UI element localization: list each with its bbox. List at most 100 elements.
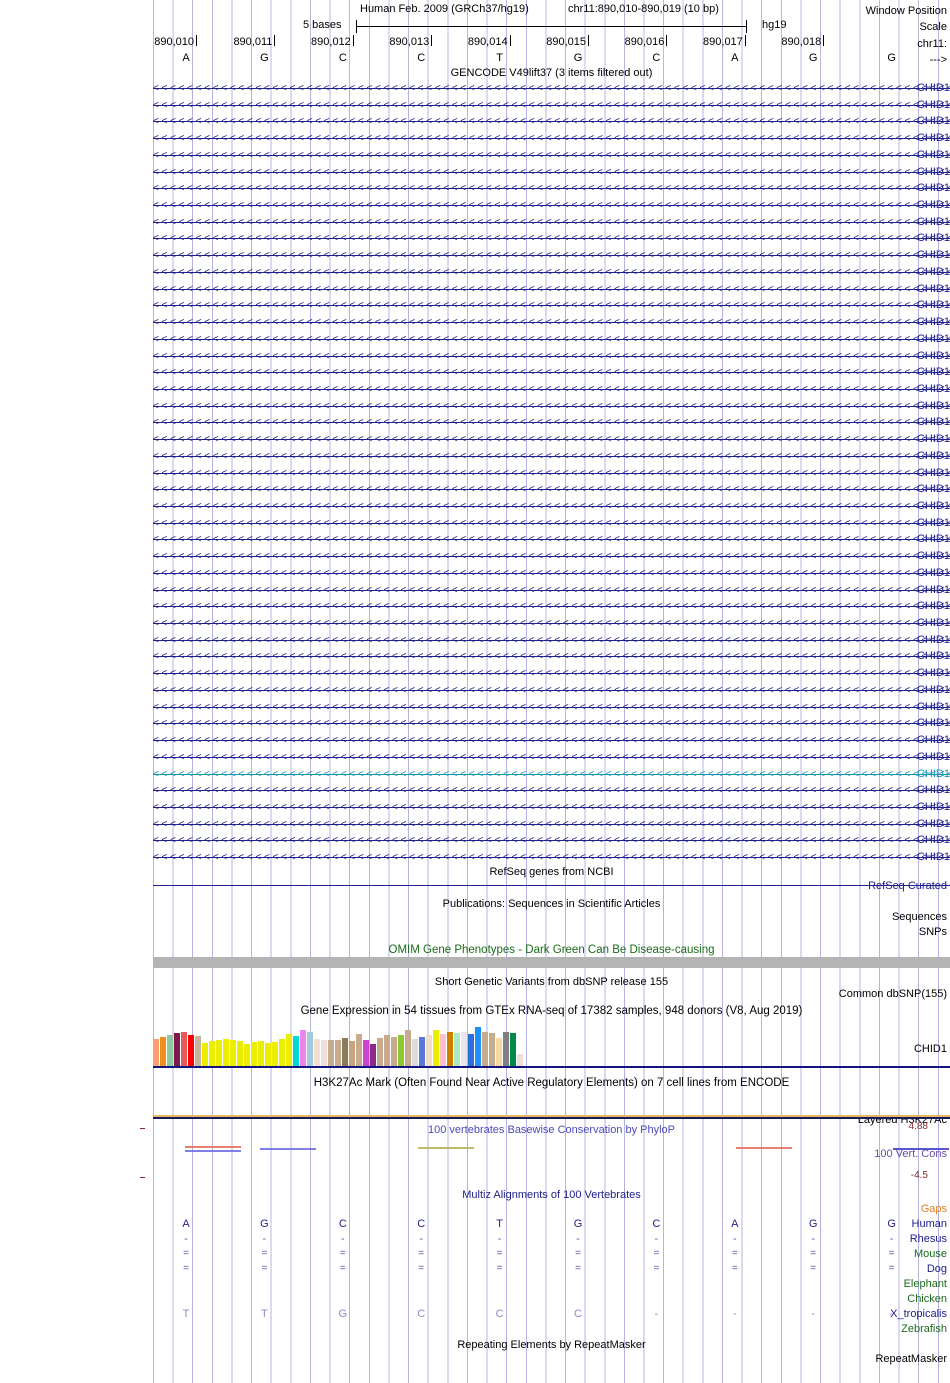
gtex-tissue-bar[interactable] [349, 1041, 355, 1068]
gtex-tissue-bar[interactable] [405, 1030, 411, 1068]
gtex-tissue-bar[interactable] [160, 1037, 166, 1068]
gtex-tissue-bar[interactable] [398, 1035, 404, 1068]
gtex-expression-chart[interactable] [153, 1020, 950, 1068]
gencode-transcript-row[interactable]: <<<<<<<<<<<<<<<<<<<<<<<<<<<<<<<<<<<<<<<<… [153, 667, 950, 680]
gtex-tissue-bar[interactable] [454, 1033, 460, 1068]
gencode-transcript-row[interactable]: <<<<<<<<<<<<<<<<<<<<<<<<<<<<<<<<<<<<<<<<… [153, 283, 950, 296]
gtex-tissue-bar[interactable] [377, 1038, 383, 1068]
gtex-tissue-bar[interactable] [496, 1038, 502, 1068]
gencode-transcript-row[interactable]: <<<<<<<<<<<<<<<<<<<<<<<<<<<<<<<<<<<<<<<<… [153, 650, 950, 663]
gtex-tissue-bar[interactable] [482, 1032, 488, 1068]
conservation-plot[interactable] [153, 1130, 950, 1182]
gtex-tissue-bar[interactable] [503, 1032, 509, 1068]
gtex-tissue-bar[interactable] [230, 1040, 236, 1068]
gtex-tissue-bar[interactable] [447, 1032, 453, 1068]
gtex-tissue-bar[interactable] [153, 1039, 159, 1068]
gtex-tissue-bar[interactable] [237, 1041, 243, 1068]
gtex-tissue-bar[interactable] [370, 1044, 376, 1068]
gencode-transcript-row[interactable]: <<<<<<<<<<<<<<<<<<<<<<<<<<<<<<<<<<<<<<<<… [153, 751, 950, 764]
gtex-tissue-bar[interactable] [335, 1040, 341, 1068]
gencode-transcript-row[interactable]: <<<<<<<<<<<<<<<<<<<<<<<<<<<<<<<<<<<<<<<<… [153, 149, 950, 162]
gtex-tissue-bar[interactable] [517, 1054, 523, 1068]
gtex-tissue-bar[interactable] [265, 1043, 271, 1068]
gencode-transcript-row[interactable]: <<<<<<<<<<<<<<<<<<<<<<<<<<<<<<<<<<<<<<<<… [153, 82, 950, 95]
gtex-tissue-bar[interactable] [223, 1039, 229, 1068]
gtex-tissue-bar[interactable] [181, 1032, 187, 1068]
gencode-transcript-row[interactable]: <<<<<<<<<<<<<<<<<<<<<<<<<<<<<<<<<<<<<<<<… [153, 450, 950, 463]
multiz-species-label[interactable]: Zebrafish [901, 1323, 947, 1335]
omim-genes-bar[interactable] [153, 957, 950, 968]
gencode-transcript-row[interactable]: <<<<<<<<<<<<<<<<<<<<<<<<<<<<<<<<<<<<<<<<… [153, 734, 950, 747]
common-dbsnp-label[interactable]: Common dbSNP(155) [838, 988, 947, 1000]
gencode-transcript-row[interactable]: <<<<<<<<<<<<<<<<<<<<<<<<<<<<<<<<<<<<<<<<… [153, 199, 950, 212]
multiz-species-label[interactable]: Mouse [913, 1248, 947, 1260]
gencode-transcript-row[interactable]: <<<<<<<<<<<<<<<<<<<<<<<<<<<<<<<<<<<<<<<<… [153, 166, 950, 179]
gencode-transcript-row[interactable]: <<<<<<<<<<<<<<<<<<<<<<<<<<<<<<<<<<<<<<<<… [153, 316, 950, 329]
gtex-tissue-bar[interactable] [510, 1033, 516, 1068]
multiz-species-label[interactable]: Dog [926, 1263, 947, 1275]
gtex-tissue-bar[interactable] [279, 1039, 285, 1068]
gencode-transcript-row[interactable]: <<<<<<<<<<<<<<<<<<<<<<<<<<<<<<<<<<<<<<<<… [153, 416, 950, 429]
gtex-tissue-bar[interactable] [391, 1037, 397, 1068]
multiz-species-label[interactable]: Human [911, 1218, 947, 1230]
gtex-tissue-bar[interactable] [440, 1034, 446, 1068]
gencode-transcript-row[interactable]: <<<<<<<<<<<<<<<<<<<<<<<<<<<<<<<<<<<<<<<<… [153, 132, 950, 145]
gencode-transcript-row[interactable]: <<<<<<<<<<<<<<<<<<<<<<<<<<<<<<<<<<<<<<<<… [153, 818, 950, 831]
gencode-transcript-row[interactable]: <<<<<<<<<<<<<<<<<<<<<<<<<<<<<<<<<<<<<<<<… [153, 232, 950, 245]
multiz-species-label[interactable]: Rhesus [909, 1233, 947, 1245]
multiz-species-label[interactable]: X_tropicalis [890, 1308, 947, 1320]
gencode-transcript-row[interactable]: <<<<<<<<<<<<<<<<<<<<<<<<<<<<<<<<<<<<<<<<… [153, 366, 950, 379]
gencode-transcript-row[interactable]: <<<<<<<<<<<<<<<<<<<<<<<<<<<<<<<<<<<<<<<<… [153, 717, 950, 730]
gtex-tissue-bar[interactable] [314, 1039, 320, 1068]
gencode-transcript-row[interactable]: <<<<<<<<<<<<<<<<<<<<<<<<<<<<<<<<<<<<<<<<… [153, 517, 950, 530]
gencode-transcript-row[interactable]: <<<<<<<<<<<<<<<<<<<<<<<<<<<<<<<<<<<<<<<<… [153, 483, 950, 496]
gencode-transcript-row[interactable]: <<<<<<<<<<<<<<<<<<<<<<<<<<<<<<<<<<<<<<<<… [153, 851, 950, 864]
multiz-gaps-label[interactable]: Gaps [920, 1203, 947, 1215]
gencode-transcript-row[interactable]: <<<<<<<<<<<<<<<<<<<<<<<<<<<<<<<<<<<<<<<<… [153, 834, 950, 847]
gencode-transcript-row[interactable]: <<<<<<<<<<<<<<<<<<<<<<<<<<<<<<<<<<<<<<<<… [153, 600, 950, 613]
gencode-transcript-row[interactable]: <<<<<<<<<<<<<<<<<<<<<<<<<<<<<<<<<<<<<<<<… [153, 584, 950, 597]
conservation-track-label[interactable]: 100 Vert. Cons [874, 1148, 947, 1160]
gencode-transcript-row[interactable]: <<<<<<<<<<<<<<<<<<<<<<<<<<<<<<<<<<<<<<<<… [153, 684, 950, 697]
gtex-tissue-bar[interactable] [216, 1040, 222, 1068]
gtex-tissue-bar[interactable] [195, 1036, 201, 1068]
gtex-tissue-bar[interactable] [419, 1037, 425, 1068]
gtex-tissue-bar[interactable] [272, 1042, 278, 1068]
gencode-transcript-row[interactable]: <<<<<<<<<<<<<<<<<<<<<<<<<<<<<<<<<<<<<<<<… [153, 299, 950, 312]
gencode-transcript-row[interactable]: <<<<<<<<<<<<<<<<<<<<<<<<<<<<<<<<<<<<<<<<… [153, 768, 950, 781]
multiz-species-label[interactable]: Elephant [903, 1278, 947, 1290]
gtex-tissue-bar[interactable] [321, 1040, 327, 1068]
gtex-tissue-bar[interactable] [384, 1035, 390, 1068]
refseq-curated-label[interactable]: RefSeq Curated [868, 880, 947, 892]
gencode-transcript-row[interactable]: <<<<<<<<<<<<<<<<<<<<<<<<<<<<<<<<<<<<<<<<… [153, 533, 950, 546]
gencode-transcript-row[interactable]: <<<<<<<<<<<<<<<<<<<<<<<<<<<<<<<<<<<<<<<<… [153, 801, 950, 814]
gencode-transcript-row[interactable]: <<<<<<<<<<<<<<<<<<<<<<<<<<<<<<<<<<<<<<<<… [153, 550, 950, 563]
gtex-tissue-bar[interactable] [328, 1040, 334, 1068]
gencode-transcript-row[interactable]: <<<<<<<<<<<<<<<<<<<<<<<<<<<<<<<<<<<<<<<<… [153, 99, 950, 112]
gtex-tissue-bar[interactable] [258, 1041, 264, 1068]
gencode-transcript-row[interactable]: <<<<<<<<<<<<<<<<<<<<<<<<<<<<<<<<<<<<<<<<… [153, 567, 950, 580]
gtex-tissue-bar[interactable] [475, 1027, 481, 1068]
gtex-tissue-bar[interactable] [363, 1040, 369, 1068]
gtex-tissue-bar[interactable] [433, 1030, 439, 1068]
gencode-transcript-row[interactable]: <<<<<<<<<<<<<<<<<<<<<<<<<<<<<<<<<<<<<<<<… [153, 467, 950, 480]
publications-sequences-label[interactable]: Sequences [891, 911, 947, 923]
gencode-transcript-row[interactable]: <<<<<<<<<<<<<<<<<<<<<<<<<<<<<<<<<<<<<<<<… [153, 115, 950, 128]
gencode-transcript-row[interactable]: <<<<<<<<<<<<<<<<<<<<<<<<<<<<<<<<<<<<<<<<… [153, 617, 950, 630]
gencode-transcript-row[interactable]: <<<<<<<<<<<<<<<<<<<<<<<<<<<<<<<<<<<<<<<<… [153, 701, 950, 714]
publications-snps-label[interactable]: SNPs [918, 926, 947, 938]
gtex-tissue-bar[interactable] [286, 1034, 292, 1068]
gencode-transcript-row[interactable]: <<<<<<<<<<<<<<<<<<<<<<<<<<<<<<<<<<<<<<<<… [153, 784, 950, 797]
gtex-tissue-bar[interactable] [489, 1033, 495, 1068]
gencode-transcript-row[interactable]: <<<<<<<<<<<<<<<<<<<<<<<<<<<<<<<<<<<<<<<<… [153, 634, 950, 647]
gtex-tissue-bar[interactable] [174, 1033, 180, 1068]
gtex-tissue-bar[interactable] [461, 1032, 467, 1068]
gencode-transcript-row[interactable]: <<<<<<<<<<<<<<<<<<<<<<<<<<<<<<<<<<<<<<<<… [153, 433, 950, 446]
gtex-tissue-bar[interactable] [244, 1044, 250, 1068]
gtex-tissue-bar[interactable] [251, 1042, 257, 1068]
gtex-tissue-bar[interactable] [342, 1038, 348, 1068]
multiz-species-label[interactable]: Chicken [907, 1293, 947, 1305]
gencode-transcript-row[interactable]: <<<<<<<<<<<<<<<<<<<<<<<<<<<<<<<<<<<<<<<<… [153, 266, 950, 279]
gtex-tissue-bar[interactable] [356, 1034, 362, 1068]
gtex-tissue-bar[interactable] [188, 1035, 194, 1068]
